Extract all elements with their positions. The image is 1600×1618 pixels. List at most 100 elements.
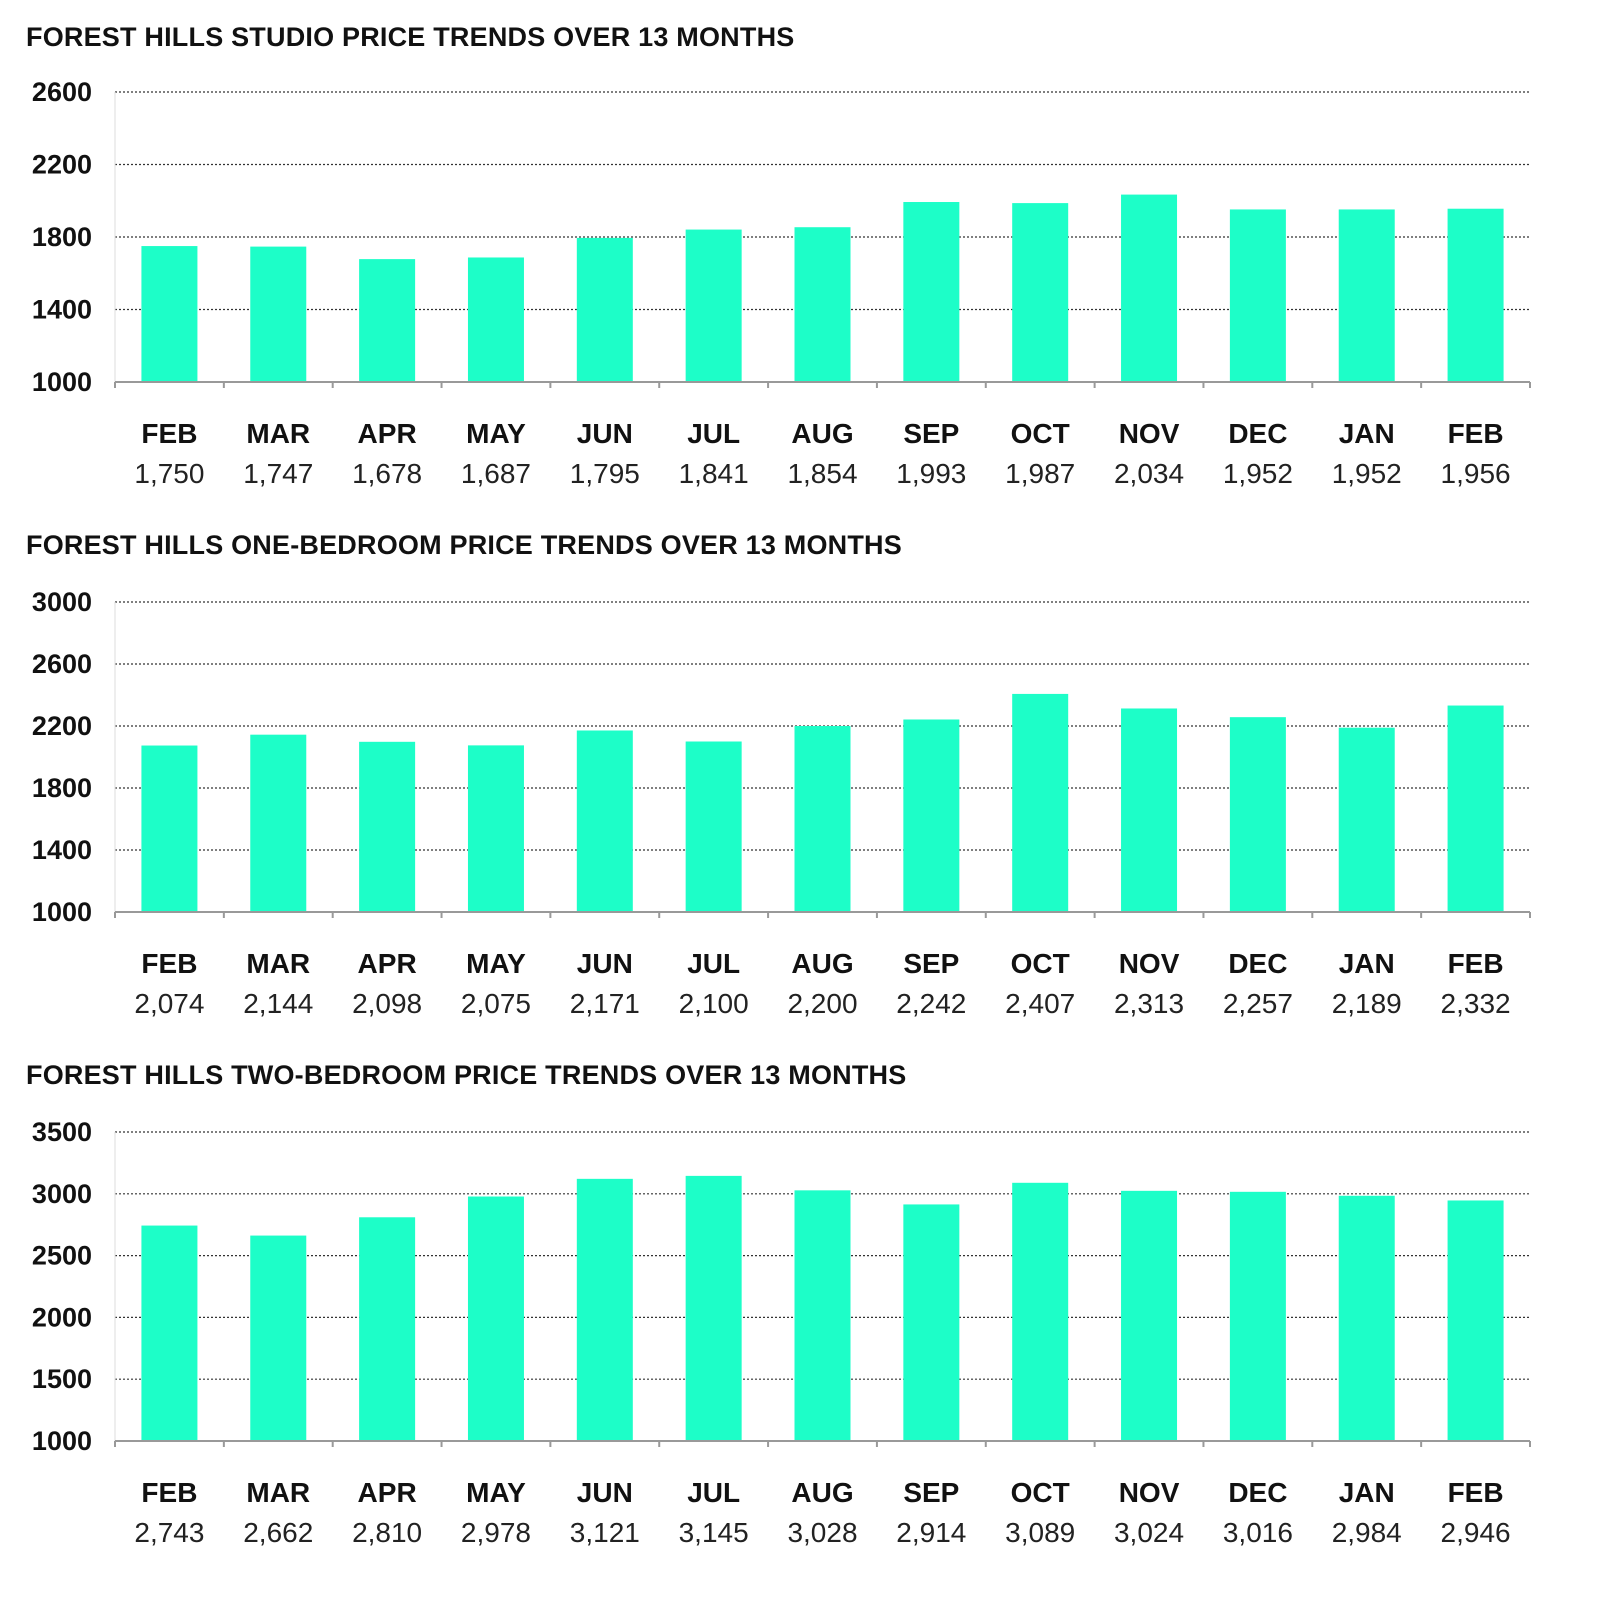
- bar: [1338, 209, 1395, 382]
- x-category-label: MAR: [246, 418, 310, 449]
- bar: [141, 1225, 198, 1441]
- bar: [467, 257, 524, 382]
- x-category-label: SEP: [903, 948, 959, 979]
- x-value-label: 1,987: [1005, 458, 1075, 489]
- x-category-label: MAR: [246, 948, 310, 979]
- chart-svg: 1000 1500 2000 2500 3000 3500 FEB 2,743 MAR 2,662…: [32, 1117, 1531, 1548]
- x-value-label: 2,098: [352, 988, 422, 1019]
- bar: [1012, 693, 1069, 912]
- bar: [903, 202, 960, 382]
- y-tick-label: 2200: [32, 150, 92, 180]
- x-category-label: JUN: [577, 948, 633, 979]
- chart-title: FOREST HILLS TWO-BEDROOM PRICE TRENDS OV…: [26, 1060, 907, 1090]
- x-category-label: SEP: [903, 1477, 959, 1508]
- bar: [250, 246, 307, 382]
- x-category-label: DEC: [1228, 1477, 1287, 1508]
- x-category-label: APR: [358, 948, 417, 979]
- bar: [1338, 727, 1395, 912]
- x-category-label: DEC: [1228, 418, 1287, 449]
- y-tick-label: 2200: [32, 711, 92, 741]
- bar: [1121, 708, 1178, 912]
- x-category-label: SEP: [903, 418, 959, 449]
- x-category-label: NOV: [1119, 948, 1180, 979]
- two-bedroom-chart: FOREST HILLS TWO-BEDROOM PRICE TRENDS OV…: [0, 1060, 1600, 1580]
- y-tick-label: 1000: [32, 1426, 92, 1456]
- y-tick-label: 1400: [32, 295, 92, 325]
- y-tick-label: 3000: [32, 1179, 92, 1209]
- x-value-label: 2,810: [352, 1517, 422, 1548]
- x-category-label: JAN: [1339, 1477, 1395, 1508]
- y-tick-label: 1400: [32, 835, 92, 865]
- x-value-label: 1,795: [570, 458, 640, 489]
- bar: [359, 1217, 416, 1441]
- x-value-label: 2,242: [896, 988, 966, 1019]
- bar: [685, 229, 742, 382]
- bar: [1338, 1195, 1395, 1441]
- x-value-label: 1,952: [1332, 458, 1402, 489]
- x-category-label: FEB: [1448, 1477, 1504, 1508]
- x-category-label: JUL: [687, 948, 740, 979]
- y-tick-label: 2600: [32, 77, 92, 107]
- x-value-label: 1,687: [461, 458, 531, 489]
- bar: [141, 246, 198, 382]
- chart-svg: 1000 1400 1800 2200 2600 3000 FEB 2,074 MAR 2,144…: [32, 587, 1531, 1019]
- x-category-label: JUN: [577, 418, 633, 449]
- bar: [794, 1190, 851, 1441]
- y-tick-label: 2600: [32, 649, 92, 679]
- x-category-label: APR: [358, 418, 417, 449]
- bar: [250, 734, 307, 912]
- y-tick-label: 2500: [32, 1241, 92, 1271]
- x-value-label: 2,100: [679, 988, 749, 1019]
- bar: [1012, 203, 1069, 382]
- x-value-label: 1,854: [787, 458, 857, 489]
- bar: [576, 237, 633, 382]
- chart-title: FOREST HILLS STUDIO PRICE TRENDS OVER 13…: [26, 22, 795, 52]
- x-category-label: OCT: [1011, 1477, 1070, 1508]
- x-value-label: 3,145: [679, 1517, 749, 1548]
- x-value-label: 3,016: [1223, 1517, 1293, 1548]
- y-tick-label: 1500: [32, 1364, 92, 1394]
- bar: [1447, 1200, 1504, 1441]
- bar: [794, 227, 851, 382]
- x-value-label: 2,978: [461, 1517, 531, 1548]
- x-category-label: AUG: [791, 948, 853, 979]
- x-category-label: FEB: [141, 418, 197, 449]
- x-value-label: 1,747: [243, 458, 313, 489]
- bar: [576, 1178, 633, 1441]
- bar: [1229, 209, 1286, 382]
- x-category-label: JAN: [1339, 418, 1395, 449]
- x-value-label: 2,332: [1441, 988, 1511, 1019]
- x-value-label: 2,075: [461, 988, 531, 1019]
- x-category-label: FEB: [1448, 948, 1504, 979]
- x-value-label: 3,121: [570, 1517, 640, 1548]
- x-value-label: 1,952: [1223, 458, 1293, 489]
- y-tick-label: 1800: [32, 773, 92, 803]
- x-category-label: OCT: [1011, 948, 1070, 979]
- bar: [359, 259, 416, 382]
- x-value-label: 1,993: [896, 458, 966, 489]
- bar: [576, 730, 633, 912]
- x-value-label: 2,407: [1005, 988, 1075, 1019]
- x-category-label: NOV: [1119, 1477, 1180, 1508]
- bar: [1229, 1191, 1286, 1441]
- x-value-label: 2,034: [1114, 458, 1184, 489]
- x-category-label: NOV: [1119, 418, 1180, 449]
- bar: [685, 1175, 742, 1441]
- x-value-label: 2,743: [134, 1517, 204, 1548]
- x-category-label: AUG: [791, 1477, 853, 1508]
- x-value-label: 1,956: [1441, 458, 1511, 489]
- x-value-label: 2,200: [787, 988, 857, 1019]
- x-value-label: 3,089: [1005, 1517, 1075, 1548]
- x-category-label: AUG: [791, 418, 853, 449]
- bar: [1121, 1190, 1178, 1441]
- x-value-label: 2,257: [1223, 988, 1293, 1019]
- x-value-label: 2,984: [1332, 1517, 1402, 1548]
- x-category-label: OCT: [1011, 418, 1070, 449]
- x-value-label: 2,914: [896, 1517, 966, 1548]
- one-bedroom-chart: FOREST HILLS ONE-BEDROOM PRICE TRENDS OV…: [0, 530, 1600, 1030]
- y-tick-label: 3500: [32, 1117, 92, 1147]
- x-category-label: JUN: [577, 1477, 633, 1508]
- x-value-label: 2,074: [134, 988, 204, 1019]
- bar: [903, 1204, 960, 1441]
- bar: [1447, 208, 1504, 382]
